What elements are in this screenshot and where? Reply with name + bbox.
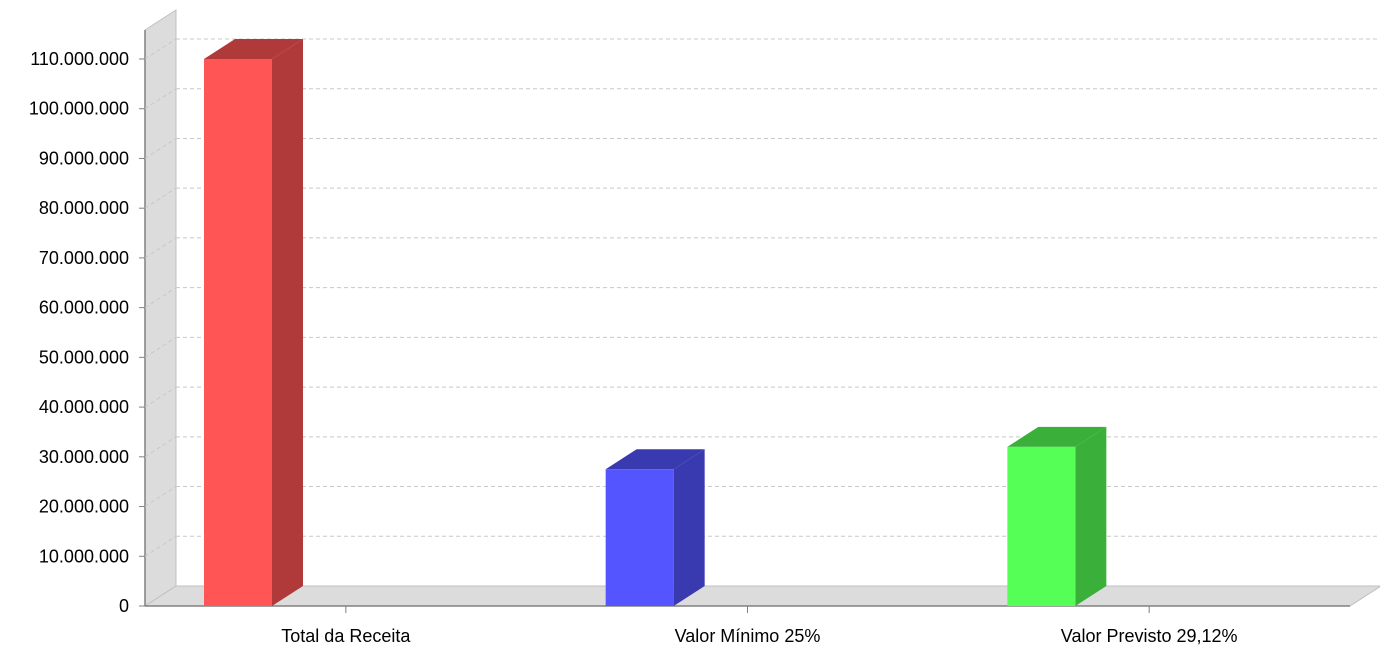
y-tick-label: 80.000.000 bbox=[39, 198, 129, 218]
y-tick-label: 100.000.000 bbox=[29, 99, 129, 119]
y-tick-label: 60.000.000 bbox=[39, 298, 129, 318]
bars bbox=[204, 39, 1107, 606]
bar-2 bbox=[1007, 426, 1107, 606]
y-tick-label: 90.000.000 bbox=[39, 148, 129, 168]
y-tick-label: 110.000.000 bbox=[30, 49, 129, 69]
chart-frame bbox=[143, 9, 1380, 607]
left-wall bbox=[144, 9, 177, 607]
y-tick-label: 50.000.000 bbox=[39, 347, 129, 367]
gridline-diagonal bbox=[144, 88, 177, 110]
gridline-diagonal bbox=[144, 386, 177, 408]
gridline-diagonal bbox=[144, 336, 177, 358]
bar-side bbox=[272, 39, 303, 606]
gridline-diagonal bbox=[144, 38, 177, 60]
bar-front bbox=[1007, 446, 1076, 606]
y-axis-ticks: 0 10.000.000 20.000.000 30.000.000 40.000.00… bbox=[29, 49, 145, 616]
bar-top bbox=[204, 39, 303, 59]
gridline-diagonal bbox=[144, 237, 177, 259]
bar-0 bbox=[204, 39, 303, 606]
bar-front bbox=[605, 469, 674, 606]
y-tick-label: 0 bbox=[119, 596, 129, 616]
gridline-diagonal bbox=[144, 436, 177, 458]
x-tick-label: Total da Receita bbox=[281, 626, 411, 645]
x-tick-label: Valor Mínimo 25% bbox=[675, 626, 821, 645]
y-tick-label: 10.000.000 bbox=[39, 546, 129, 566]
gridlines bbox=[144, 38, 1380, 557]
gridline-diagonal bbox=[144, 535, 177, 557]
floor bbox=[143, 585, 1380, 607]
gridline-diagonal bbox=[144, 187, 177, 209]
y-tick-label: 30.000.000 bbox=[39, 447, 129, 467]
y-tick-label: 20.000.000 bbox=[39, 497, 129, 517]
y-tick-label: 40.000.000 bbox=[39, 397, 129, 417]
bar-front bbox=[204, 59, 272, 606]
y-tick-label: 70.000.000 bbox=[39, 248, 129, 268]
gridline-diagonal bbox=[144, 138, 177, 159]
x-tick-label: Valor Previsto 29,12% bbox=[1061, 626, 1238, 645]
bar-1 bbox=[605, 449, 705, 606]
gridline-diagonal bbox=[144, 486, 177, 507]
bar-top bbox=[605, 449, 705, 470]
gridline-diagonal bbox=[144, 287, 177, 309]
bar-side bbox=[673, 449, 705, 606]
x-axis-ticks: Total da Receita Valor Mínimo 25% Valor Pr… bbox=[281, 606, 1238, 645]
bar-top bbox=[1007, 426, 1107, 447]
bar-side bbox=[1075, 426, 1107, 606]
